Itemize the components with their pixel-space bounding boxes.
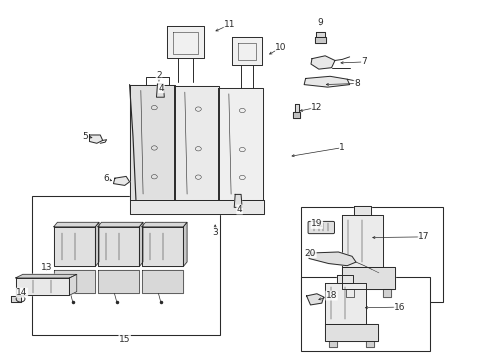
Polygon shape — [98, 222, 143, 227]
Polygon shape — [167, 26, 204, 58]
Polygon shape — [139, 222, 143, 266]
Text: 1: 1 — [339, 143, 345, 152]
Polygon shape — [173, 86, 218, 200]
Polygon shape — [342, 267, 394, 289]
Polygon shape — [315, 32, 324, 37]
Polygon shape — [54, 270, 95, 293]
Polygon shape — [183, 222, 187, 266]
Text: 19: 19 — [310, 219, 322, 228]
Text: 11: 11 — [224, 20, 235, 29]
Text: 5: 5 — [82, 132, 88, 140]
Polygon shape — [69, 274, 77, 295]
Text: 2: 2 — [156, 71, 162, 80]
Polygon shape — [314, 37, 325, 43]
Polygon shape — [383, 289, 390, 297]
Polygon shape — [142, 227, 183, 266]
Polygon shape — [156, 84, 164, 97]
Polygon shape — [129, 85, 174, 200]
Polygon shape — [346, 289, 353, 297]
Polygon shape — [304, 76, 349, 87]
Text: 10: 10 — [275, 43, 286, 52]
Polygon shape — [354, 206, 370, 215]
Polygon shape — [129, 200, 264, 214]
Polygon shape — [342, 215, 382, 267]
Text: 4: 4 — [236, 205, 242, 214]
Polygon shape — [310, 56, 334, 69]
Polygon shape — [366, 341, 373, 347]
Text: 15: 15 — [119, 335, 130, 343]
Bar — [300, 207, 442, 302]
Polygon shape — [308, 252, 355, 266]
Polygon shape — [337, 275, 353, 283]
Polygon shape — [306, 294, 323, 305]
Polygon shape — [325, 324, 377, 341]
Polygon shape — [293, 112, 300, 118]
Polygon shape — [294, 104, 298, 112]
FancyBboxPatch shape — [307, 221, 334, 234]
Text: 18: 18 — [325, 291, 337, 300]
Text: 9: 9 — [317, 18, 323, 27]
Polygon shape — [231, 37, 262, 65]
Text: 4: 4 — [158, 84, 164, 93]
Polygon shape — [11, 296, 20, 302]
Polygon shape — [142, 270, 183, 293]
Text: 17: 17 — [417, 233, 429, 242]
Polygon shape — [95, 222, 99, 266]
Polygon shape — [328, 341, 336, 347]
Polygon shape — [98, 270, 139, 293]
Text: 13: 13 — [41, 263, 52, 271]
Text: 12: 12 — [310, 103, 322, 112]
Polygon shape — [234, 194, 242, 207]
Text: 6: 6 — [103, 174, 109, 183]
Text: 3: 3 — [212, 228, 218, 237]
Text: 14: 14 — [16, 288, 28, 297]
Polygon shape — [217, 88, 262, 200]
Polygon shape — [54, 222, 99, 227]
Polygon shape — [98, 227, 139, 266]
Text: 7: 7 — [361, 57, 366, 66]
Polygon shape — [142, 222, 187, 227]
Text: 20: 20 — [304, 248, 316, 258]
Bar — [32, 196, 220, 335]
Polygon shape — [89, 135, 102, 143]
Polygon shape — [16, 274, 77, 278]
Polygon shape — [16, 278, 69, 295]
Text: 8: 8 — [353, 79, 359, 88]
Polygon shape — [325, 283, 365, 324]
Polygon shape — [113, 176, 129, 185]
Polygon shape — [54, 227, 95, 266]
Text: 16: 16 — [393, 302, 405, 311]
Bar — [300, 277, 429, 351]
